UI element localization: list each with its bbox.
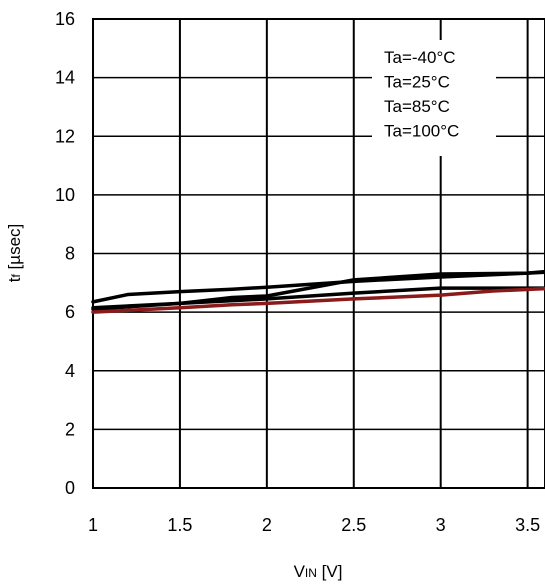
series-group — [91, 269, 545, 314]
x-tick-label: 2.5 — [341, 515, 366, 535]
legend: Ta=-40°C Ta=25°C Ta=85°C Ta=100°C — [384, 48, 459, 141]
tick-labels: 1 1.5 2 2.5 3 3.5 0 2 4 6 8 10 12 14 16 — [55, 9, 540, 535]
y-axis-label: tf [µsec] — [5, 224, 24, 283]
y-axis-label-sub: f — [9, 274, 23, 278]
y-tick-label: 14 — [55, 68, 75, 88]
plot-frame — [92, 18, 545, 489]
y-tick-label: 4 — [65, 361, 75, 381]
y-tick-label: 8 — [65, 244, 75, 264]
legend-entry-1: Ta=25°C — [384, 73, 450, 92]
series-line-3 — [91, 286, 545, 314]
y-tick-label: 0 — [65, 478, 75, 498]
y-tick-label: 12 — [55, 126, 75, 146]
x-tick-label: 2 — [262, 515, 272, 535]
x-tick-label: 1.5 — [167, 515, 192, 535]
x-tick-label: 1 — [88, 515, 98, 535]
y-tick-label: 6 — [65, 302, 75, 322]
x-tick-label: 3 — [436, 515, 446, 535]
y-tick-label: 10 — [55, 185, 75, 205]
y-axis-label-main: t — [5, 277, 24, 282]
x-axis-label: VIN [V] — [294, 562, 343, 581]
y-tick-label: 16 — [55, 9, 75, 29]
x-axis-label-main: V — [294, 562, 306, 581]
y-axis-label-unit: [µsec] — [5, 224, 24, 274]
x-axis-label-unit: [V] — [317, 562, 343, 581]
legend-entry-2: Ta=85°C — [384, 97, 450, 116]
y-tick-label: 2 — [65, 419, 75, 439]
legend-entry-3: Ta=100°C — [384, 122, 459, 141]
x-axis-label-sub: IN — [305, 566, 317, 580]
x-tick-label: 3.5 — [515, 515, 540, 535]
legend-entry-0: Ta=-40°C — [384, 48, 456, 67]
legend-box — [372, 40, 496, 156]
